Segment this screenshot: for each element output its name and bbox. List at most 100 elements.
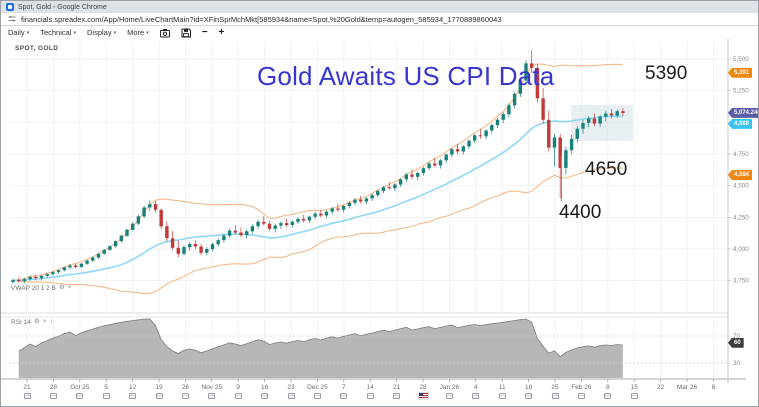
rsi-area [18, 318, 623, 378]
level-annotation-5390[interactable]: 5390 [645, 63, 688, 84]
consolidation-zone[interactable] [571, 105, 633, 141]
chart-area[interactable]: 21 28 Oct 25 5 12 19 26 Nov 25 9 16 23 Dec 25 7 14 21 2… [1, 39, 759, 407]
level-annotation-4650[interactable]: 4650 [585, 159, 628, 180]
date-tick-label: 12 [129, 384, 137, 391]
address-bar[interactable]: financials.spreadex.com/App/Home/LiveCha… [1, 13, 758, 26]
calendar-icon[interactable] [340, 393, 348, 399]
annotation-pointer-line[interactable] [561, 156, 562, 201]
date-tick-label: Dec 25 [307, 384, 328, 391]
gear-icon[interactable]: ⚙ [58, 284, 65, 292]
calendar-icon[interactable] [49, 393, 57, 399]
zoom-out-button[interactable]: − [201, 26, 208, 38]
price-tick-label: 4,750 [733, 151, 749, 158]
calendar-icon[interactable] [287, 393, 295, 399]
rsi-value-tag: 60 [728, 337, 744, 348]
chevron-down-icon: ▾ [26, 29, 30, 36]
calendar-icon[interactable] [261, 393, 269, 399]
price-tick-label: 4,500 [733, 183, 749, 190]
calendar-icon[interactable] [23, 393, 31, 399]
date-tick-label: 4 [474, 384, 478, 391]
menu-display[interactable]: Display ▾ [87, 28, 116, 37]
overlay-indicator-text: VWAP 20 1 2 B [11, 285, 56, 292]
date-tick-label: Jan 26 [440, 384, 460, 391]
calendar-icon[interactable] [129, 393, 137, 399]
date-tick-label: Feb 26 [571, 384, 592, 391]
calendar-icon[interactable] [366, 393, 374, 399]
date-tick-label: 7 [342, 384, 346, 391]
us-flag-icon[interactable] [418, 393, 428, 399]
calendar-icon[interactable] [498, 393, 506, 399]
calendar-icon[interactable] [525, 393, 533, 399]
camera-icon[interactable] [159, 28, 170, 38]
menu-technical[interactable]: Technical ▾ [40, 28, 76, 37]
calendar-icon[interactable] [604, 393, 612, 399]
up-arrow-icon[interactable]: ↑ [49, 318, 53, 326]
calendar-icon[interactable] [551, 393, 559, 399]
level-annotation-4400[interactable]: 4400 [559, 202, 602, 223]
calendar-icon[interactable] [313, 393, 321, 399]
calendar-icon[interactable] [393, 393, 401, 399]
calendar-icon[interactable] [234, 393, 242, 399]
date-tick-label: 5 [104, 384, 108, 391]
date-tick-label: 8 [606, 384, 610, 391]
date-tick-label: 28 [50, 384, 58, 391]
date-tick-label: Nov 25 [201, 384, 222, 391]
calendar-icon[interactable] [630, 393, 638, 399]
calendar-icon[interactable] [577, 393, 585, 399]
mid-band-tag: 4,988 [728, 118, 753, 129]
price-tick-label: 5,500 [733, 56, 749, 63]
candlestick-series [11, 50, 625, 284]
calendar-icon[interactable] [472, 393, 480, 399]
menu-daily[interactable]: Daily ▾ [8, 28, 29, 37]
upper-band-tag: 5,391 [728, 67, 753, 78]
menu-more-label: More [127, 28, 145, 37]
calendar-icon[interactable] [102, 393, 110, 399]
calendar-icon[interactable] [76, 393, 84, 399]
date-tick-label: 21 [393, 384, 401, 391]
price-tick-label: 4,000 [733, 246, 749, 253]
date-tick-label: 22 [657, 384, 665, 391]
overlay-indicator-label: VWAP 20 1 2 B ⚙ × [11, 285, 71, 292]
zoom-in-button[interactable]: + [218, 26, 225, 38]
date-tick-label: 18 [525, 384, 533, 391]
headline-annotation[interactable]: Gold Awaits US CPI Data [257, 61, 555, 91]
middle-band-line [12, 115, 623, 282]
calendar-icon[interactable] [155, 393, 163, 399]
save-icon[interactable] [181, 28, 191, 38]
menu-display-label: Display [86, 28, 112, 37]
date-tick-label: 21 [23, 384, 31, 391]
gridlines [9, 41, 728, 377]
chart-toolbar: Daily ▾ Technical ▾ Display ▾ More ▾ − + [1, 26, 758, 40]
lower-band-tag: 4,584 [728, 170, 753, 180]
url-text[interactable]: financials.spreadex.com/App/Home/LiveCha… [21, 14, 502, 24]
date-tick-label: 16 [261, 384, 269, 391]
calendar-icon[interactable] [445, 393, 453, 399]
gear-icon[interactable]: ⚙ [33, 318, 40, 326]
upper-band-line [12, 63, 623, 281]
menu-daily-label: Daily [8, 28, 25, 37]
date-tick-label: 26 [182, 384, 190, 391]
chevron-down-icon: ▾ [113, 29, 117, 36]
date-tick-label: 15 [631, 384, 639, 391]
chart-canvas[interactable]: 21 28 Oct 25 5 12 19 26 Nov 25 9 16 23 Dec 25 7 14 21 2… [1, 39, 759, 407]
menu-more[interactable]: More ▾ [127, 28, 149, 37]
calendar-icon[interactable] [208, 393, 216, 399]
date-tick-label: 8 [712, 384, 716, 391]
date-tick-label: 14 [367, 384, 375, 391]
chevron-down-icon: ▾ [73, 29, 76, 36]
rsi-line [18, 318, 623, 358]
app-favicon [6, 3, 14, 11]
close-icon[interactable]: × [42, 318, 47, 326]
rsi-indicator-text: RSI 14 [11, 319, 31, 326]
calendar-icon[interactable] [181, 393, 189, 399]
window-title: Spot, Gold - Google Chrome [18, 3, 107, 11]
date-tick-label: Mar 26 [677, 384, 698, 391]
page-info-icon[interactable] [8, 15, 16, 23]
close-icon[interactable]: × [67, 284, 72, 292]
chevron-down-icon: ▾ [146, 29, 149, 36]
lower-band-line [12, 167, 623, 295]
price-tick-label: 4,250 [733, 214, 749, 221]
last-price-tag: 5,074.240 [728, 107, 758, 118]
window-titlebar: Spot, Gold - Google Chrome [1, 1, 758, 13]
